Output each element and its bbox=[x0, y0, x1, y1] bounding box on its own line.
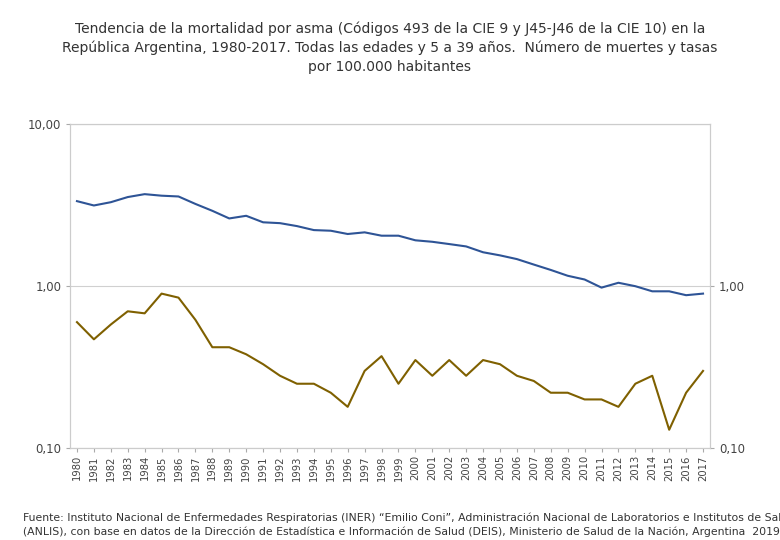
5 a 39 años bbox=[191, 316, 200, 323]
5 a 39 años bbox=[546, 389, 555, 396]
5 a 39 años bbox=[225, 344, 234, 350]
Total bbox=[546, 267, 555, 273]
5 a 39 años bbox=[377, 353, 386, 360]
5 a 39 años bbox=[309, 381, 318, 387]
Total bbox=[665, 288, 674, 294]
Total bbox=[157, 192, 166, 199]
Total bbox=[580, 276, 589, 283]
Total bbox=[462, 243, 471, 249]
5 a 39 años bbox=[360, 368, 369, 374]
Total bbox=[73, 198, 82, 204]
Total bbox=[631, 283, 640, 289]
Total bbox=[242, 213, 251, 219]
Total bbox=[377, 232, 386, 239]
Total bbox=[123, 194, 133, 200]
5 a 39 años bbox=[495, 361, 505, 367]
5 a 39 años bbox=[343, 403, 353, 410]
5 a 39 años bbox=[394, 381, 403, 387]
5 a 39 años bbox=[631, 381, 640, 387]
5 a 39 años bbox=[563, 389, 573, 396]
5 a 39 años bbox=[647, 373, 657, 379]
Total bbox=[478, 249, 488, 255]
5 a 39 años bbox=[580, 396, 589, 403]
Total bbox=[191, 201, 200, 207]
Total bbox=[411, 237, 420, 244]
5 a 39 años bbox=[529, 378, 538, 384]
5 a 39 años bbox=[140, 310, 149, 316]
Total bbox=[445, 241, 454, 247]
Line: 5 a 39 años: 5 a 39 años bbox=[77, 294, 703, 430]
5 a 39 años bbox=[292, 381, 302, 387]
Total bbox=[597, 285, 606, 291]
5 a 39 años bbox=[698, 368, 707, 374]
Total bbox=[427, 239, 437, 245]
Line: Total: Total bbox=[77, 194, 703, 295]
5 a 39 años bbox=[89, 336, 98, 342]
5 a 39 años bbox=[614, 403, 623, 410]
Total bbox=[529, 261, 538, 268]
5 a 39 años bbox=[462, 373, 471, 379]
5 a 39 años bbox=[174, 294, 183, 301]
5 a 39 años bbox=[207, 344, 217, 350]
Total bbox=[563, 273, 573, 279]
5 a 39 años bbox=[665, 427, 674, 433]
5 a 39 años bbox=[258, 361, 268, 367]
Total bbox=[343, 231, 353, 237]
5 a 39 años bbox=[597, 396, 606, 403]
Total bbox=[495, 252, 505, 259]
Total bbox=[682, 292, 691, 299]
Total bbox=[258, 219, 268, 226]
Total bbox=[326, 227, 335, 234]
Total bbox=[647, 288, 657, 294]
5 a 39 años bbox=[106, 321, 115, 328]
5 a 39 años bbox=[445, 357, 454, 363]
Total bbox=[275, 220, 285, 226]
5 a 39 años bbox=[512, 373, 522, 379]
Total bbox=[698, 291, 707, 297]
5 a 39 años bbox=[123, 308, 133, 314]
Total bbox=[174, 193, 183, 200]
Total bbox=[140, 191, 149, 198]
Total bbox=[394, 232, 403, 239]
Total bbox=[292, 223, 302, 230]
5 a 39 años bbox=[275, 373, 285, 379]
5 a 39 años bbox=[73, 319, 82, 326]
Total bbox=[512, 256, 522, 262]
Total bbox=[106, 199, 115, 205]
Text: Fuente: Instituto Nacional de Enfermedades Respiratorias (INER) “Emilio Coni”, A: Fuente: Instituto Nacional de Enfermedad… bbox=[23, 513, 780, 537]
5 a 39 años bbox=[157, 291, 166, 297]
Total bbox=[309, 227, 318, 233]
5 a 39 años bbox=[427, 373, 437, 379]
5 a 39 años bbox=[478, 357, 488, 363]
Total bbox=[614, 280, 623, 286]
Total bbox=[225, 215, 234, 222]
5 a 39 años bbox=[242, 351, 251, 357]
5 a 39 años bbox=[411, 357, 420, 363]
Total bbox=[89, 202, 98, 209]
5 a 39 años bbox=[326, 389, 335, 396]
5 a 39 años bbox=[682, 389, 691, 396]
Text: Tendencia de la mortalidad por asma (Códigos 493 de la CIE 9 y J45-J46 de la CIE: Tendencia de la mortalidad por asma (Cód… bbox=[62, 22, 718, 73]
Total bbox=[207, 207, 217, 214]
Total bbox=[360, 229, 369, 235]
